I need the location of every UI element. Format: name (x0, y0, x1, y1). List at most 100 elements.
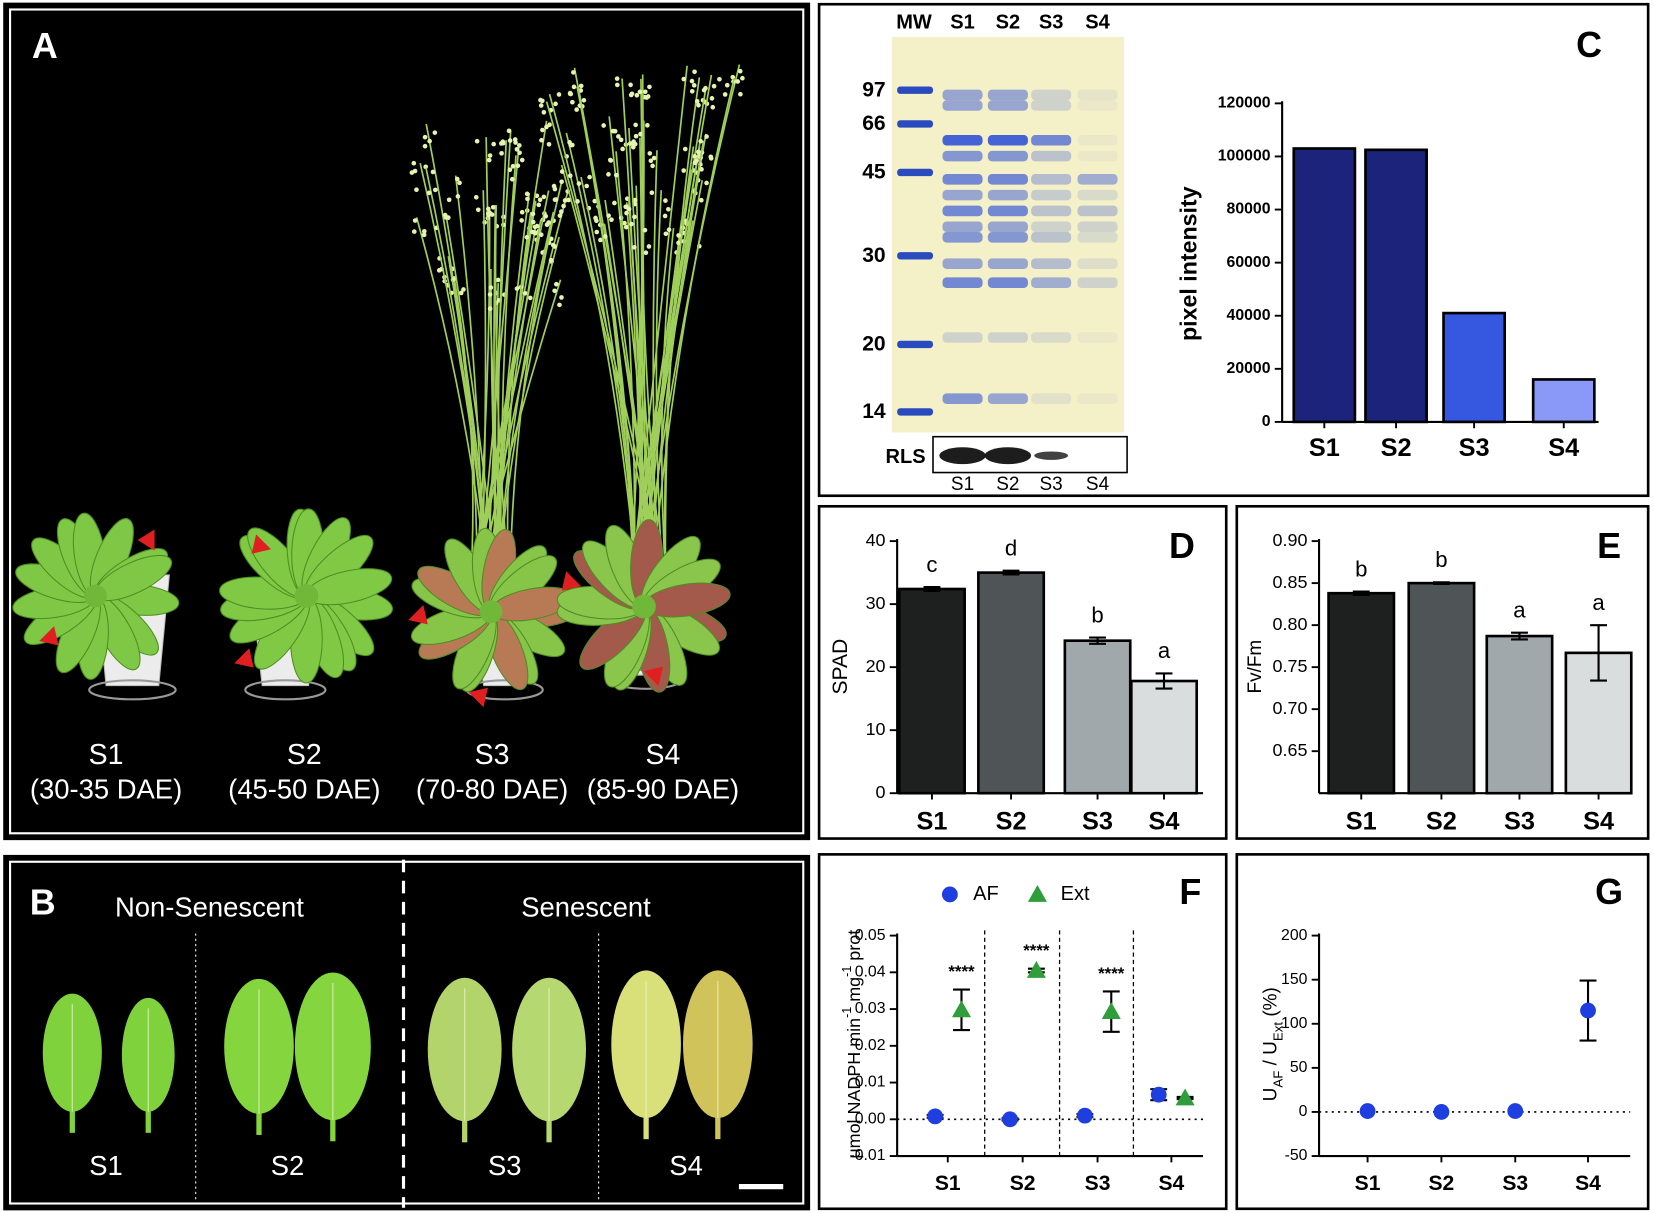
flower (412, 168, 418, 174)
error-bar (1352, 590, 1370, 596)
x-tick-label: S1 (1346, 807, 1377, 835)
flower (411, 229, 417, 234)
flower (616, 134, 621, 139)
rosette-center (632, 594, 656, 619)
blot-band (1034, 451, 1069, 460)
flower (543, 213, 549, 219)
gel-band (1031, 174, 1072, 185)
gel-band (942, 332, 983, 343)
flower (487, 153, 493, 158)
y-axis-label-part: μmol NADPH min (844, 1018, 864, 1159)
stem (641, 64, 741, 591)
y-tick-label: 0.70 (1273, 698, 1308, 718)
y-tick-label: 0 (1262, 413, 1271, 430)
gel-band (1077, 205, 1118, 217)
marker-band (897, 408, 934, 416)
stage-label: S4 (669, 1150, 703, 1181)
gel-band (1077, 258, 1118, 269)
y-tick-label: 20 (866, 656, 886, 676)
bar (1442, 311, 1507, 424)
lane-label: S3 (1040, 474, 1063, 495)
flower (559, 169, 565, 174)
flower (740, 75, 745, 81)
x-tick-label: S3 (1502, 1172, 1528, 1195)
gel-band (987, 205, 1028, 217)
gel-band (1031, 232, 1072, 243)
rosette-center (84, 584, 107, 608)
gel-band (987, 174, 1028, 185)
flower (629, 221, 634, 227)
annotation: a (1513, 597, 1526, 622)
stem (629, 65, 688, 591)
point (1027, 884, 1047, 902)
flower (552, 288, 557, 294)
flower (609, 217, 614, 223)
error-bar (1590, 624, 1608, 682)
flower (643, 250, 649, 256)
panel-label: D (1169, 526, 1195, 566)
y-tick-label: -0.01 (849, 1147, 885, 1164)
flower (421, 232, 427, 238)
gel-band (1031, 100, 1072, 111)
y-axis-label-part: prot (844, 930, 864, 966)
x-tick-label: S2 (996, 807, 1027, 835)
flower (519, 209, 525, 215)
bar (977, 571, 1046, 795)
group-label: Non-Senescent (115, 891, 304, 922)
flower (541, 109, 547, 115)
flower (681, 76, 687, 82)
flower (623, 224, 629, 230)
flower (458, 290, 464, 296)
flower (647, 151, 653, 156)
y-tick-label: 150 (1281, 971, 1308, 988)
panel-label: B (30, 882, 56, 922)
gel-band (1031, 393, 1072, 404)
arrowhead (234, 648, 254, 668)
flower (724, 82, 730, 88)
flower (454, 176, 460, 182)
gel-band (942, 189, 983, 201)
gel-band (987, 258, 1028, 269)
flower (554, 281, 559, 287)
y-axis-label-part: Ext (1271, 1022, 1286, 1041)
y-tick-label: 0.05 (855, 927, 886, 944)
flower (703, 85, 708, 91)
gel-band (987, 232, 1028, 243)
flower (539, 137, 544, 143)
gel-band (987, 100, 1028, 111)
flower (618, 137, 624, 143)
error-bar (1432, 581, 1450, 586)
group-label: Senescent (521, 891, 651, 922)
flower (666, 206, 671, 212)
flower (704, 180, 709, 186)
flower (598, 237, 603, 243)
gel-band (1077, 189, 1118, 201)
lane-label: MW (896, 12, 932, 34)
flower (530, 219, 536, 225)
gel-band (1077, 135, 1118, 146)
flower (735, 79, 741, 84)
point (1026, 961, 1046, 978)
panel-label: E (1597, 526, 1621, 566)
panel-b-inner (9, 860, 805, 1205)
gel-band (942, 174, 983, 185)
legend-label: Ext (1061, 883, 1090, 905)
lane-label: S1 (950, 12, 975, 34)
age-label: (85-90 DAE) (587, 773, 739, 804)
y-tick-label: 0 (1299, 1103, 1308, 1120)
point (927, 1108, 944, 1125)
bar (1063, 639, 1132, 795)
flower (696, 102, 701, 108)
marker-label: 30 (862, 244, 885, 267)
flower (442, 212, 448, 218)
gel-band (1077, 277, 1118, 288)
panel-label: A (32, 26, 58, 66)
flower (517, 150, 522, 156)
flower (692, 69, 697, 75)
flower (676, 240, 681, 246)
flower (738, 91, 743, 97)
stage-label: S1 (89, 1150, 123, 1181)
flower (534, 223, 540, 229)
y-tick-label: 0 (876, 782, 886, 802)
y-tick-label: 10 (866, 719, 886, 739)
